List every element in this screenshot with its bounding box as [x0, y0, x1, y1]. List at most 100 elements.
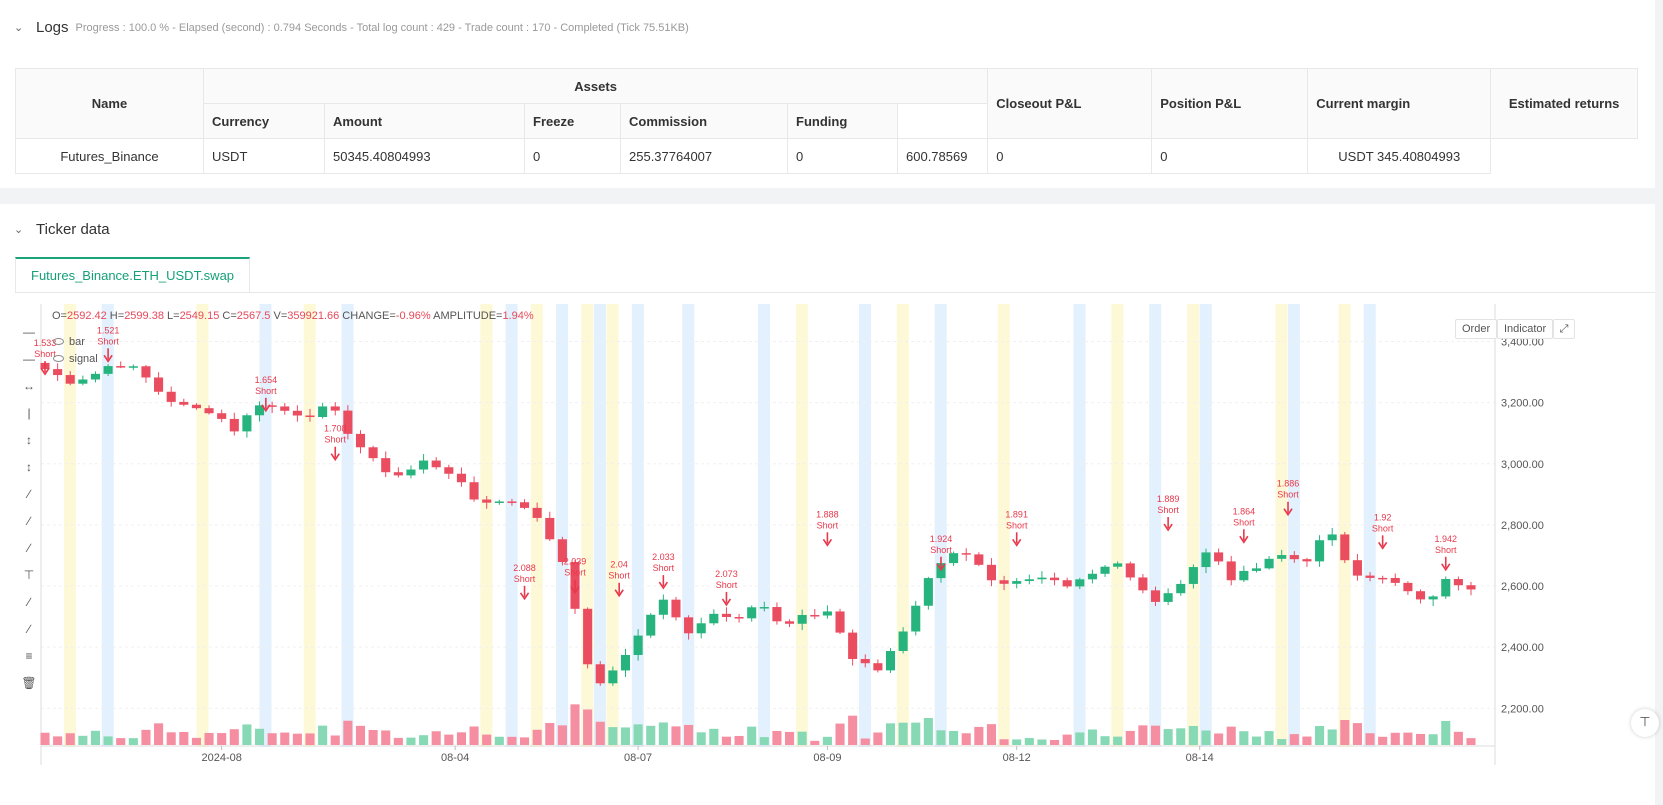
price-label-icon[interactable]: ⊤ [23, 567, 35, 582]
candle-body [759, 607, 769, 609]
candle-body [1289, 555, 1299, 560]
col-position: Position P&L [1151, 68, 1309, 139]
signal-label: Short [97, 336, 119, 346]
candlestick-chart[interactable]: 2,200.00 2,400.00 2,600.00 2,800.00 3,000.00… [0, 304, 1655, 805]
candle-body [1024, 579, 1034, 582]
vertical-ray-icon[interactable]: ↕ [26, 432, 32, 447]
candle-body [810, 615, 820, 617]
signal-band [1275, 304, 1288, 747]
col-assets: Assets [202, 68, 989, 104]
signal-label: Short [653, 563, 675, 573]
horizontal-segment-icon[interactable]: ↔ [23, 378, 35, 393]
ticker-header[interactable]: ⌄ Ticker data [14, 221, 110, 238]
signal-band [1363, 304, 1376, 747]
segment-icon[interactable]: ∕ [27, 540, 30, 555]
volume-bar [1428, 734, 1438, 745]
legend-bar[interactable]: bar [53, 336, 85, 348]
fib-channel-icon[interactable]: ∕ [27, 621, 30, 636]
signal-value: 1.924 [930, 534, 953, 544]
ohlc-volume: 359921.66 [287, 310, 340, 322]
signal-band [259, 304, 272, 747]
signal-value: 2.04 [610, 560, 628, 570]
signal-band [1111, 304, 1124, 747]
volume-bar [1176, 728, 1186, 745]
volume-bar [431, 731, 441, 745]
assets-table: Name Assets Closeout P&L Position P&L Cu… [15, 68, 1638, 174]
candle-body [141, 366, 151, 378]
signal-band [858, 304, 871, 747]
volume-bar [204, 732, 214, 745]
candle-body [898, 631, 908, 651]
candle-body [1415, 591, 1426, 600]
chevron-down-icon[interactable]: ⌄ [14, 21, 24, 34]
eye-icon[interactable] [53, 355, 64, 362]
legend-signal[interactable]: signal [53, 353, 98, 365]
volume-bar [292, 733, 302, 745]
volume-bar [848, 715, 858, 745]
candle-body [65, 375, 75, 384]
candle-body [1441, 579, 1451, 597]
volume-bar [482, 734, 492, 745]
candle-body [999, 580, 1009, 584]
x-tick-label: 08-09 [813, 752, 841, 764]
candle-body [456, 473, 466, 483]
signal-arrowhead [822, 538, 833, 547]
candle-body [254, 405, 265, 416]
trend-line-icon[interactable]: ∕ [27, 486, 30, 501]
signal-arrowhead [519, 592, 530, 601]
trash-icon[interactable]: 🗑 [21, 675, 37, 690]
horizontal-line-icon[interactable]: — [23, 324, 35, 339]
volume-bar [595, 721, 605, 745]
tab-eth-usdt-swap[interactable]: Futures_Binance.ETH_USDT.swap [15, 257, 251, 292]
candle-body [1037, 577, 1047, 580]
candle-body [229, 418, 239, 432]
col-freeze: Freeze [524, 103, 621, 139]
candle-body [469, 482, 479, 500]
candle-body [696, 623, 706, 634]
candle-body [217, 413, 227, 419]
signal-value: 2.033 [652, 552, 675, 562]
signal-band [1187, 304, 1200, 747]
signal-arrowhead [658, 581, 669, 590]
order-button[interactable]: Order [1455, 319, 1498, 339]
volume-bar [1214, 733, 1224, 745]
signal-value: 1.886 [1277, 479, 1300, 489]
vertical-line-icon[interactable]: | [27, 405, 31, 420]
candle-body [318, 406, 328, 418]
signal-label: Short [1372, 523, 1394, 533]
signal-value: 1.708 [324, 424, 347, 434]
signal-band [581, 304, 594, 747]
signal-band [530, 304, 543, 747]
signal-band [1338, 304, 1351, 747]
candle-body [154, 377, 164, 392]
indicator-button[interactable]: Indicator [1497, 319, 1554, 339]
signal-arrowhead [1012, 538, 1022, 547]
parallel-channel-icon[interactable]: ∕ [27, 594, 30, 609]
ray-line-icon[interactable]: ∕ [27, 513, 30, 528]
fib-retracement-icon[interactable]: ≡ [25, 648, 33, 663]
volume-bar [1050, 740, 1060, 745]
candle-body [658, 599, 668, 615]
volume-bar [1340, 720, 1350, 745]
signal-label: Short [930, 545, 952, 555]
volume-bar [1012, 739, 1022, 745]
volume-bar [90, 730, 101, 745]
volume-bar [469, 726, 479, 745]
vertical-segment-icon[interactable]: ↕ [26, 459, 32, 474]
candle-body [620, 654, 631, 671]
horizontal-ray-icon[interactable]: — [23, 351, 35, 366]
volume-bar [1277, 739, 1287, 745]
logs-header[interactable]: ⌄ Logs Progress : 100.0 % - Elapsed (sec… [14, 19, 689, 36]
candle-body [1113, 563, 1123, 567]
fullscreen-icon[interactable]: ⤢ [1553, 319, 1575, 339]
candle-body [53, 369, 63, 376]
candle-body [545, 517, 555, 540]
candle-body [822, 611, 832, 616]
volume-bar [103, 736, 113, 745]
volume-bar [1125, 730, 1135, 745]
back-to-top-icon[interactable]: ⊤ [1631, 709, 1659, 737]
volume-bar [128, 738, 138, 745]
chevron-down-icon[interactable]: ⌄ [14, 223, 24, 236]
eye-icon[interactable] [53, 338, 64, 345]
volume-bar [646, 725, 656, 745]
